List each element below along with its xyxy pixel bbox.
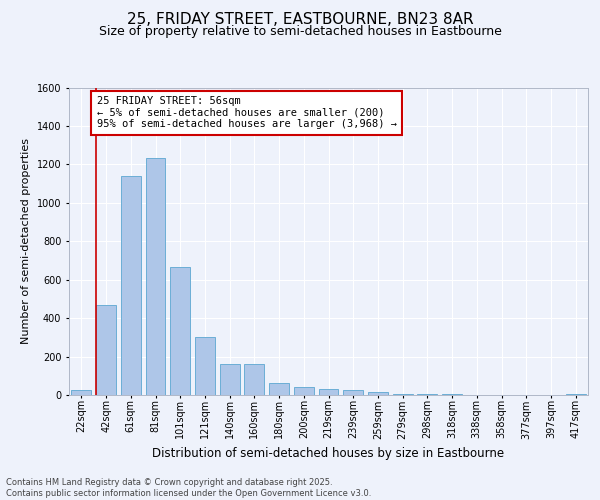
Bar [170, 267, 190, 395]
Bar [418, 394, 437, 395]
Bar [244, 364, 264, 395]
Text: Contains HM Land Registry data © Crown copyright and database right 2025.
Contai: Contains HM Land Registry data © Crown c… [6, 478, 371, 498]
Bar [220, 364, 239, 395]
Y-axis label: Number of semi-detached properties: Number of semi-detached properties [21, 138, 31, 344]
Bar [269, 382, 289, 395]
Bar [195, 338, 215, 395]
Bar [393, 394, 413, 395]
Text: Size of property relative to semi-detached houses in Eastbourne: Size of property relative to semi-detach… [98, 25, 502, 38]
Bar [442, 394, 462, 395]
Text: 25 FRIDAY STREET: 56sqm
← 5% of semi-detached houses are smaller (200)
95% of se: 25 FRIDAY STREET: 56sqm ← 5% of semi-det… [97, 96, 397, 130]
Bar [146, 158, 166, 395]
X-axis label: Distribution of semi-detached houses by size in Eastbourne: Distribution of semi-detached houses by … [152, 447, 505, 460]
Bar [96, 304, 116, 395]
Bar [71, 390, 91, 395]
Text: 25, FRIDAY STREET, EASTBOURNE, BN23 8AR: 25, FRIDAY STREET, EASTBOURNE, BN23 8AR [127, 12, 473, 28]
Bar [566, 394, 586, 395]
Bar [121, 176, 140, 395]
Bar [294, 388, 314, 395]
Bar [319, 389, 338, 395]
Bar [343, 390, 363, 395]
Bar [368, 392, 388, 395]
